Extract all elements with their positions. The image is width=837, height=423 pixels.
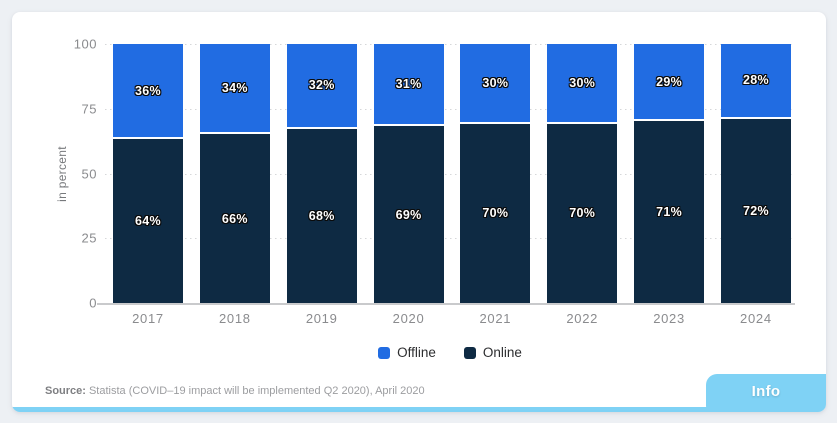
- gridline-50: [105, 173, 795, 175]
- bar-value-label: 30%: [569, 75, 596, 90]
- bar-value-label: 34%: [221, 81, 248, 96]
- bar-column-2019: 32% 68%: [286, 44, 357, 303]
- y-tick-label: 50: [81, 166, 97, 181]
- bar-value-label: 66%: [221, 211, 248, 226]
- bar-segment-offline[interactable]: 28%: [720, 44, 791, 117]
- bar-column-2024: 28% 72%: [720, 44, 791, 303]
- chart-card: in percent 100 75 50 25 0 36% 64% 34% 66% 32% 68%…: [12, 12, 826, 412]
- bar-column-2022: 30% 70%: [547, 44, 618, 303]
- bar-column-2018: 34% 66%: [199, 44, 270, 303]
- bar-segment-online[interactable]: 70%: [547, 121, 618, 303]
- gridline-25: [105, 238, 795, 240]
- info-button[interactable]: Info: [706, 374, 826, 408]
- x-axis-label: 2022: [566, 311, 599, 326]
- bar-value-label: 29%: [656, 74, 683, 89]
- bar-segment-online[interactable]: 64%: [113, 137, 183, 303]
- bar-segment-online[interactable]: 69%: [373, 124, 444, 303]
- bar-value-label: 30%: [482, 75, 509, 90]
- bar-segment-offline[interactable]: 32%: [286, 44, 357, 127]
- x-axis-label: 2024: [740, 311, 772, 326]
- bar-segment-online[interactable]: 72%: [720, 116, 791, 303]
- info-button-label: Info: [751, 382, 781, 400]
- bar-value-label: 68%: [308, 208, 335, 223]
- bar-value-label: 69%: [395, 207, 422, 222]
- bar-value-label: 32%: [308, 78, 335, 93]
- bar-value-label: 70%: [482, 206, 509, 221]
- source-line: Source: Statista (COVID–19 impact will be…: [45, 385, 425, 397]
- bar-segment-offline[interactable]: 36%: [113, 44, 183, 138]
- bar-segment-online[interactable]: 71%: [634, 119, 705, 303]
- gridline-100: [105, 44, 795, 45]
- y-tick-label: 0: [89, 295, 97, 311]
- plot-area: 36% 64% 34% 66% 32% 68% 31% 69% 30% 70% 30% 70% 29% 7…: [97, 44, 795, 305]
- bar-segment-offline[interactable]: 29%: [634, 44, 705, 120]
- legend-item-offline: Offline: [378, 345, 436, 360]
- bar-value-label: 28%: [742, 73, 769, 88]
- bar-value-label: 70%: [569, 206, 596, 221]
- x-axis-labels: 2017 2018 2019 2020 2021 2022 2023 2024: [105, 311, 795, 326]
- bar-segment-offline[interactable]: 31%: [373, 44, 444, 125]
- bar-column-2021: 30% 70%: [460, 44, 531, 303]
- bar-segment-offline[interactable]: 30%: [547, 44, 618, 122]
- y-tick-label: 75: [81, 101, 97, 117]
- x-axis-label: 2023: [653, 311, 685, 326]
- x-axis-line: [97, 303, 795, 305]
- bottom-accent-strip: [12, 407, 826, 412]
- x-axis-label: 2017: [132, 311, 164, 326]
- legend-item-online: Online: [463, 345, 522, 360]
- bar-value-label: 64%: [135, 214, 161, 229]
- x-axis-label: 2021: [479, 311, 512, 326]
- bar-value-label: 72%: [742, 203, 769, 218]
- x-axis-label: 2018: [218, 311, 251, 326]
- bar-segment-online[interactable]: 68%: [286, 126, 357, 303]
- bar-segment-offline[interactable]: 30%: [460, 44, 531, 122]
- y-tick-label: 100: [73, 36, 97, 52]
- gridline-75: [105, 108, 795, 110]
- legend: Offline Online: [105, 345, 795, 360]
- bar-value-label: 71%: [656, 205, 683, 220]
- bar-value-label: 31%: [395, 77, 422, 92]
- source-label: Source:: [45, 385, 86, 397]
- x-axis-label: 2020: [392, 311, 425, 326]
- bar-columns: 36% 64% 34% 66% 32% 68% 31% 69% 30% 70% 30% 70% 29% 7…: [105, 44, 795, 303]
- bar-segment-online[interactable]: 70%: [460, 121, 531, 303]
- y-axis-tick-labels: 100 75 50 25 0: [12, 37, 97, 311]
- bar-value-label: 36%: [135, 83, 161, 98]
- source-text: Statista (COVID–19 impact will be implem…: [88, 385, 425, 397]
- legend-swatch: [463, 346, 476, 359]
- bar-column-2020: 31% 69%: [373, 44, 444, 303]
- legend-swatch: [378, 346, 391, 359]
- bar-segment-offline[interactable]: 34%: [199, 44, 270, 133]
- bar-segment-online[interactable]: 66%: [199, 132, 270, 303]
- bar-column-2017: 36% 64%: [113, 44, 183, 303]
- bar-column-2023: 29% 71%: [634, 44, 705, 303]
- legend-label: Offline: [397, 345, 436, 360]
- legend-label: Online: [482, 345, 522, 360]
- x-axis-label: 2019: [305, 311, 338, 326]
- y-tick-label: 25: [81, 230, 97, 246]
